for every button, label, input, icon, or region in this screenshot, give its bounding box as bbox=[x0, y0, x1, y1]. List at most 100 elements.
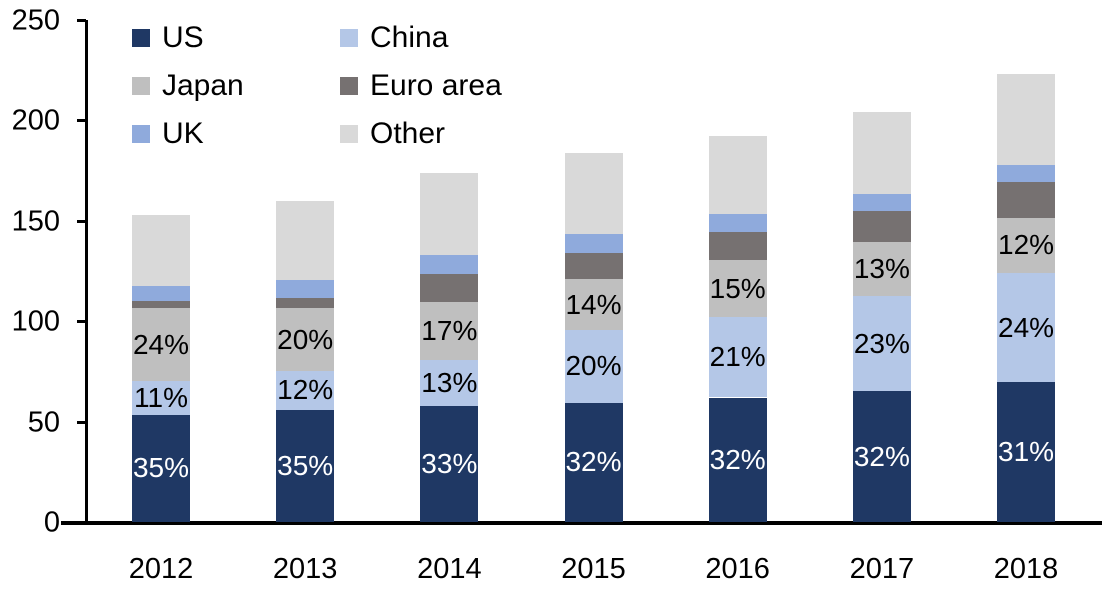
x-axis-label-2017: 2017 bbox=[849, 553, 915, 585]
bar-segment-euro-area-2016 bbox=[708, 231, 767, 260]
bar-segment-euro-area-2015 bbox=[564, 252, 623, 280]
bar-segment-other-2017 bbox=[852, 112, 911, 194]
y-axis-tick bbox=[77, 420, 86, 424]
segment-label-japan-2016: 15% bbox=[709, 272, 766, 304]
bar-segment-other-2013 bbox=[276, 200, 335, 281]
bar-segment-japan-2018 bbox=[997, 217, 1056, 273]
y-axis-tick bbox=[77, 19, 86, 22]
bar-segment-china-2017 bbox=[852, 296, 911, 392]
segment-label-china-2016: 21% bbox=[709, 341, 766, 373]
segment-label-china-2015: 20% bbox=[565, 350, 622, 382]
segment-label-japan-2018: 12% bbox=[997, 229, 1055, 261]
y-axis-tick bbox=[77, 320, 86, 324]
bar-segment-uk-2013 bbox=[276, 280, 335, 299]
x-axis-label-2015: 2015 bbox=[561, 553, 626, 585]
bar-segment-other-2014 bbox=[420, 172, 479, 255]
bar-segment-uk-2014 bbox=[420, 254, 479, 274]
y-axis-tick-label: 50 bbox=[27, 406, 60, 439]
bar-segment-other-2012 bbox=[132, 214, 190, 287]
segment-label-us-2015: 32% bbox=[565, 446, 622, 478]
x-axis-line bbox=[61, 521, 1102, 525]
y-axis-tick-label: 100 bbox=[11, 305, 60, 338]
bar-segment-euro-area-2018 bbox=[997, 181, 1056, 218]
segment-label-us-2012: 35% bbox=[132, 452, 190, 484]
y-axis-tick-label: 150 bbox=[11, 205, 60, 238]
bar-segment-china-2014 bbox=[420, 360, 479, 406]
bar-segment-china-2012 bbox=[132, 381, 190, 415]
bar-segment-other-2016 bbox=[708, 136, 767, 214]
y-axis-tick-label: 200 bbox=[11, 104, 60, 137]
bar-segment-euro-area-2012 bbox=[132, 301, 190, 309]
y-axis-line bbox=[85, 20, 88, 523]
bar-segment-euro-area-2014 bbox=[420, 274, 479, 303]
segment-label-japan-2014: 17% bbox=[421, 315, 478, 347]
legend-label-japan: Japan bbox=[162, 69, 244, 102]
bar-segment-china-2015 bbox=[564, 330, 623, 403]
bar-segment-uk-2017 bbox=[852, 193, 911, 211]
legend-item-us: US bbox=[132, 23, 204, 53]
bar-segment-japan-2016 bbox=[708, 259, 767, 318]
bar-segment-us-2017 bbox=[852, 391, 911, 522]
y-axis-tick-label: 0 bbox=[43, 506, 60, 539]
legend-item-japan: Japan bbox=[132, 69, 244, 102]
bar-segment-japan-2017 bbox=[852, 241, 911, 297]
bar-segment-japan-2015 bbox=[564, 279, 623, 331]
legend-swatch-us bbox=[132, 29, 150, 47]
legend-label-china: China bbox=[370, 21, 449, 54]
segment-label-us-2014: 33% bbox=[421, 447, 478, 479]
x-axis-label-2016: 2016 bbox=[705, 553, 770, 585]
bar-segment-china-2018 bbox=[997, 273, 1056, 383]
legend-swatch-china bbox=[340, 29, 358, 47]
bar-segment-us-2018 bbox=[997, 382, 1056, 522]
bar-segment-japan-2013 bbox=[276, 308, 335, 372]
bar-segment-us-2013 bbox=[276, 409, 335, 522]
segment-label-us-2017: 32% bbox=[853, 440, 910, 472]
segment-label-china-2017: 23% bbox=[853, 327, 910, 359]
segment-label-china-2013: 12% bbox=[277, 374, 334, 406]
bar-segment-us-2012 bbox=[132, 414, 190, 522]
bar-segment-euro-area-2013 bbox=[276, 298, 335, 309]
segment-label-japan-2015: 14% bbox=[565, 288, 622, 320]
legend-item-other: Other bbox=[340, 117, 446, 150]
segment-label-japan-2013: 20% bbox=[277, 323, 334, 355]
segment-label-us-2013: 35% bbox=[277, 449, 334, 481]
bar-segment-uk-2012 bbox=[132, 286, 190, 302]
bar-segment-us-2014 bbox=[420, 405, 479, 522]
bar-segment-us-2016 bbox=[708, 397, 767, 522]
y-axis-tick bbox=[77, 219, 86, 223]
segment-label-china-2018: 24% bbox=[997, 311, 1055, 343]
x-axis-label-2014: 2014 bbox=[417, 553, 482, 585]
segment-label-china-2012: 11% bbox=[134, 382, 188, 413]
bar-segment-euro-area-2017 bbox=[852, 210, 911, 242]
legend-item-uk: UK bbox=[132, 117, 204, 150]
bar-segment-uk-2015 bbox=[564, 233, 623, 253]
segment-label-japan-2017: 13% bbox=[853, 252, 910, 284]
legend-swatch-other bbox=[340, 125, 358, 143]
bar-segment-other-2015 bbox=[564, 152, 623, 234]
x-axis-label-2018: 2018 bbox=[993, 553, 1059, 585]
bar-segment-china-2013 bbox=[276, 371, 335, 410]
legend-label-euro-area: Euro area bbox=[370, 69, 502, 102]
bar-segment-japan-2014 bbox=[420, 302, 479, 361]
bar-segment-us-2015 bbox=[564, 402, 623, 522]
legend-swatch-uk bbox=[132, 125, 150, 143]
bar-segment-japan-2012 bbox=[132, 308, 190, 382]
segment-label-us-2016: 32% bbox=[709, 443, 766, 475]
segment-label-japan-2012: 24% bbox=[132, 328, 190, 360]
legend-swatch-japan bbox=[132, 77, 150, 95]
y-axis-tick bbox=[77, 119, 86, 123]
legend-label-other: Other bbox=[370, 117, 446, 150]
bar-segment-uk-2018 bbox=[997, 164, 1056, 182]
segment-label-china-2014: 13% bbox=[421, 366, 478, 398]
legend-item-euro-area: Euro area bbox=[340, 69, 502, 102]
y-axis-tick bbox=[77, 521, 86, 524]
segment-label-us-2018: 31% bbox=[997, 436, 1055, 468]
legend-label-uk: UK bbox=[162, 117, 204, 150]
x-axis-label-2013: 2013 bbox=[272, 553, 338, 585]
bar-segment-uk-2016 bbox=[708, 213, 767, 232]
bar-segment-other-2018 bbox=[997, 74, 1056, 165]
y-axis-tick-label: 250 bbox=[11, 4, 60, 37]
legend-swatch-euro-area bbox=[340, 77, 358, 95]
bar-segment-china-2016 bbox=[708, 317, 767, 398]
